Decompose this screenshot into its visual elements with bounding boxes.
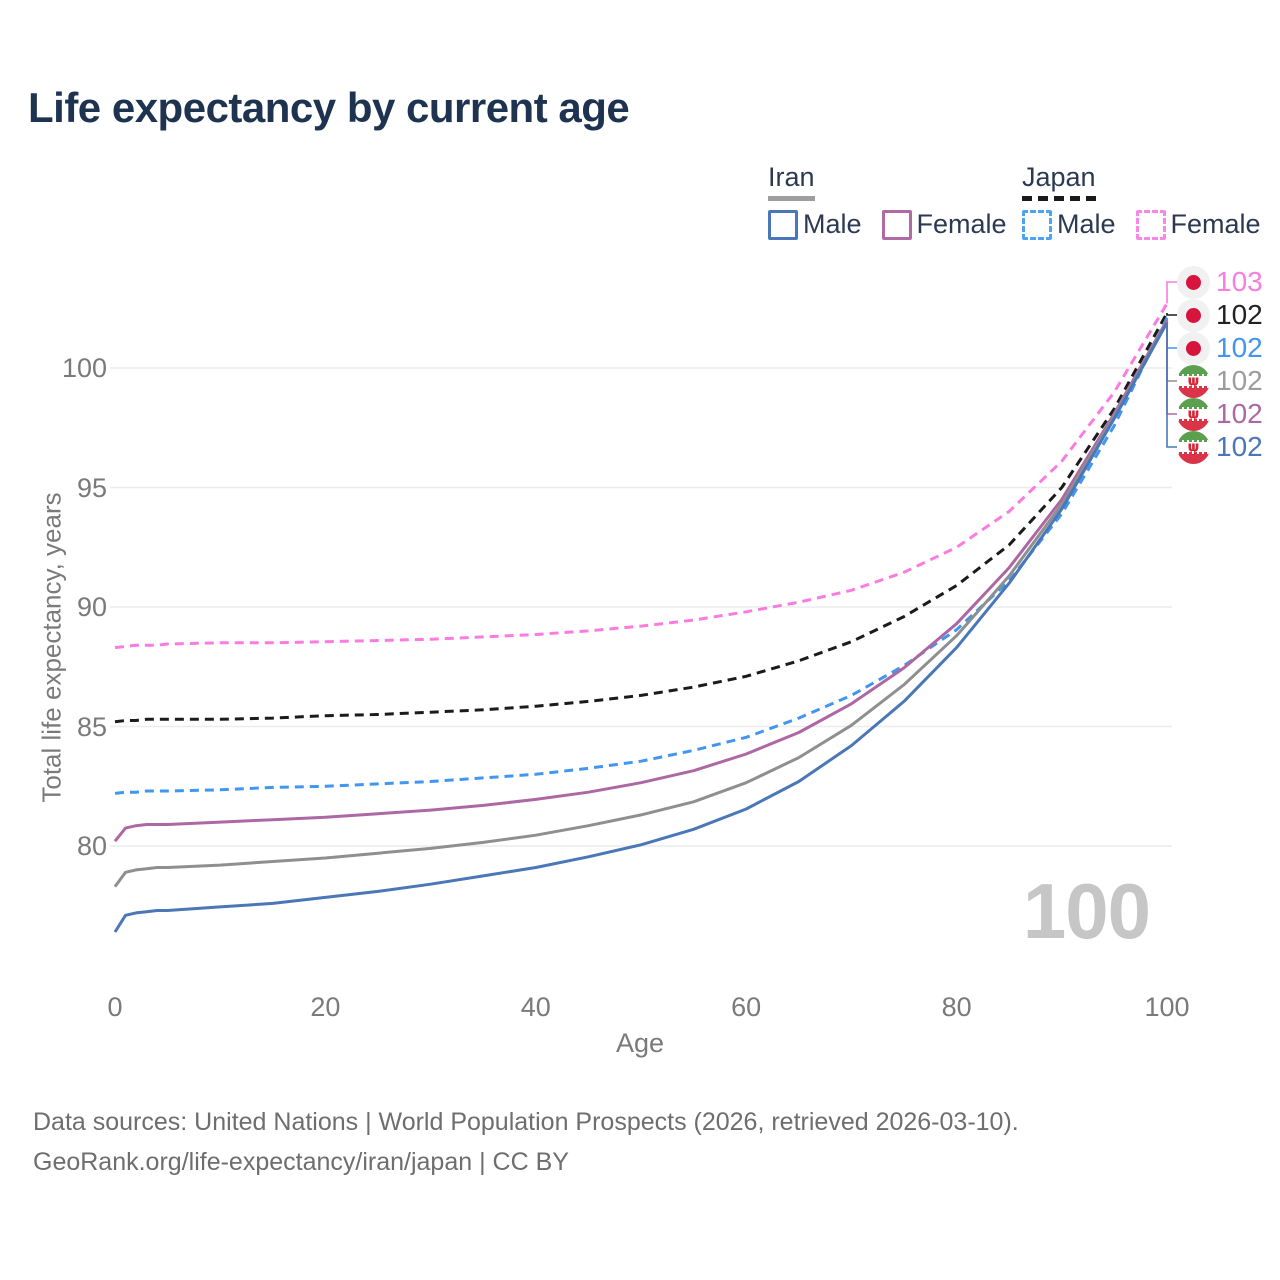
y-tick-label-95: 95 — [76, 472, 107, 503]
legend-checkbox-iran-male[interactable] — [768, 209, 798, 240]
iran-flag-emblem-icon: ψ — [1187, 404, 1200, 423]
y-tick-label-90: 90 — [76, 592, 107, 622]
x-axis-title: Age — [615, 1028, 665, 1058]
iran-flag-ornament-band — [1177, 417, 1210, 421]
legend-item-iran-male[interactable]: Male — [768, 209, 862, 240]
japan-flag-icon — [1177, 265, 1210, 299]
series-line-japan_female[interactable] — [114, 302, 1169, 650]
end-value-japan_female: 103 — [1216, 266, 1263, 297]
japan-flag-sun-disc — [1186, 274, 1201, 290]
leader-line-japan_male — [1166, 317, 1177, 349]
series-line-japan_male[interactable] — [114, 317, 1169, 795]
footer-attribution-link[interactable]: GeoRank.org/life-expectancy/iran/japan |… — [33, 1148, 569, 1176]
japan-flag-icon — [1177, 331, 1210, 365]
end-value-iran_male: 102 — [1216, 431, 1263, 462]
footer-data-sources: Data sources: United Nations | World Pop… — [33, 1108, 1019, 1136]
iran-flag-ornament-band — [1177, 384, 1210, 388]
legend-items-row: Male Female — [768, 209, 1027, 240]
series-line-iran_both[interactable] — [113, 320, 1169, 888]
series-line-iran_female[interactable] — [113, 319, 1169, 843]
current-age-watermark: 100 — [1022, 867, 1151, 955]
page-title: Life expectancy by current age — [28, 84, 630, 131]
iran-flag-icon: ψ — [1177, 430, 1210, 464]
leader-line-iran_both — [1166, 321, 1177, 382]
end-label-row-iran_male: ψ 102 — [1177, 430, 1263, 464]
legend-checkbox-japan-female[interactable] — [1135, 209, 1166, 240]
x-tick-label-60: 60 — [731, 992, 762, 1022]
legend-item-japan-male[interactable]: Male — [1022, 209, 1116, 240]
x-tick-label-20: 20 — [310, 992, 341, 1022]
iran-flag-ornament-band — [1177, 439, 1210, 443]
legend-item-label: Male — [803, 209, 862, 239]
legend-country-title-japan[interactable]: Japan — [1022, 162, 1096, 201]
iran-flag-emblem-icon: ψ — [1187, 371, 1200, 390]
leader-line-iran_female — [1166, 320, 1177, 415]
iran-flag-icon: ψ — [1177, 397, 1210, 431]
iran-flag-icon: ψ — [1177, 364, 1210, 398]
y-axis-title: Total life expectancy, years — [36, 492, 67, 803]
iran-flag-emblem-icon: ψ — [1187, 437, 1200, 456]
end-value-japan_both: 102 — [1216, 299, 1263, 330]
x-tick-label-40: 40 — [520, 992, 551, 1022]
y-tick-label-100: 100 — [61, 353, 107, 383]
legend-item-japan-female[interactable]: Female — [1135, 209, 1261, 240]
legend-checkbox-iran-female[interactable] — [881, 209, 912, 240]
leader-line-japan_female — [1166, 281, 1177, 304]
y-tick-label-85: 85 — [76, 711, 107, 742]
end-label-row-japan_both: 102 — [1177, 298, 1263, 332]
leader-line-iran_male — [1166, 322, 1177, 448]
legend-country-title-iran[interactable]: Iran — [768, 162, 815, 201]
series-line-japan_both[interactable] — [114, 312, 1169, 724]
end-label-row-iran_female: ψ 102 — [1177, 397, 1263, 431]
japan-flag-icon — [1177, 298, 1210, 332]
x-tick-label-100: 100 — [1144, 992, 1190, 1022]
japan-flag-sun-disc — [1186, 340, 1201, 356]
series-line-iran_male[interactable] — [113, 321, 1169, 933]
end-label-row-iran_both: ψ 102 — [1177, 364, 1263, 398]
y-tick-label-80: 80 — [76, 831, 107, 861]
end-value-iran_female: 102 — [1216, 398, 1263, 429]
legend-item-label: Female — [1170, 209, 1261, 239]
leader-line-japan_both — [1166, 313, 1177, 316]
japan-flag-sun-disc — [1186, 307, 1201, 323]
end-value-iran_both: 102 — [1216, 365, 1263, 396]
legend-checkbox-japan-male[interactable] — [1022, 209, 1052, 240]
legend-group-japan: Japan Male Female — [1022, 162, 1280, 240]
iran-flag-ornament-band — [1177, 450, 1210, 454]
legend-item-iran-female[interactable]: Female — [881, 209, 1007, 240]
x-tick-label-80: 80 — [941, 992, 972, 1022]
legend-items-row: Male Female — [1022, 209, 1280, 240]
end-label-row-japan_male: 102 — [1177, 331, 1263, 365]
end-label-row-japan_female: 103 — [1177, 265, 1263, 299]
legend-item-label: Male — [1057, 209, 1116, 239]
legend-item-label: Female — [916, 209, 1007, 239]
legend-group-iran: Iran Male Female — [768, 162, 1027, 240]
x-tick-label-0: 0 — [107, 992, 123, 1022]
iran-flag-ornament-band — [1177, 373, 1210, 377]
iran-flag-ornament-band — [1177, 406, 1210, 410]
end-value-japan_male: 102 — [1216, 332, 1263, 363]
